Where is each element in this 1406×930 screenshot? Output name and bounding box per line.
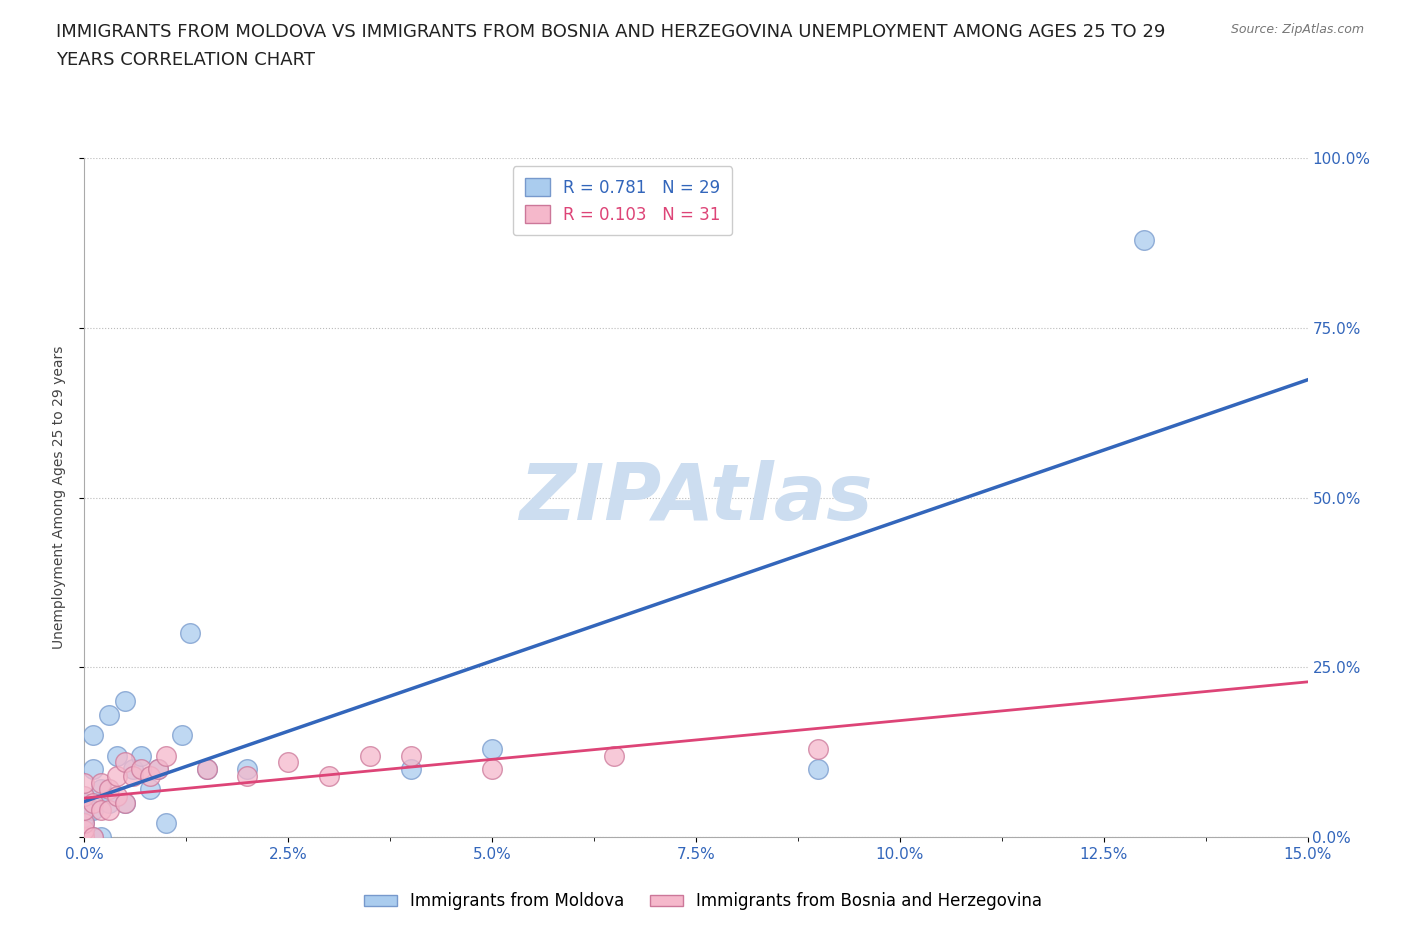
Point [122,768,145,783]
Text: YEARS CORRELATION CHART: YEARS CORRELATION CHART [56,51,315,69]
Point [807,741,830,756]
Point [73,789,96,804]
Point [73,830,96,844]
Point [122,762,145,777]
Point [90,782,112,797]
Point [236,762,259,777]
Point [73,823,96,838]
Point [146,762,169,777]
Point [73,816,96,830]
Point [277,755,299,770]
Point [73,796,96,811]
Point [155,748,177,763]
Point [90,803,112,817]
Point [82,803,104,817]
Point [73,830,96,844]
Point [603,748,626,763]
Point [82,830,104,844]
Point [90,830,112,844]
Point [318,768,340,783]
Point [73,816,96,830]
Point [97,708,120,723]
Point [114,796,136,811]
Point [105,748,128,763]
Point [131,762,153,777]
Point [399,762,422,777]
Text: Source: ZipAtlas.com: Source: ZipAtlas.com [1230,23,1364,36]
Y-axis label: Unemployment Among Ages 25 to 29 years: Unemployment Among Ages 25 to 29 years [52,346,66,649]
Point [73,830,96,844]
Point [114,755,136,770]
Point [359,748,381,763]
Point [82,762,104,777]
Text: ZIPAtlas: ZIPAtlas [519,459,873,536]
Point [481,762,503,777]
Point [82,727,104,742]
Point [138,782,160,797]
Legend: R = 0.781   N = 29, R = 0.103   N = 31: R = 0.781 N = 29, R = 0.103 N = 31 [513,166,733,235]
Point [97,803,120,817]
Point [82,830,104,844]
Point [807,762,830,777]
Point [155,816,177,830]
Point [97,782,120,797]
Point [138,768,160,783]
Point [172,727,194,742]
Point [131,748,153,763]
Point [481,741,503,756]
Point [1133,232,1156,247]
Point [195,762,218,777]
Point [114,796,136,811]
Text: IMMIGRANTS FROM MOLDOVA VS IMMIGRANTS FROM BOSNIA AND HERZEGOVINA UNEMPLOYMENT A: IMMIGRANTS FROM MOLDOVA VS IMMIGRANTS FR… [56,23,1166,41]
Point [73,809,96,824]
Point [73,776,96,790]
Point [236,768,259,783]
Point [73,803,96,817]
Point [146,762,169,777]
Point [105,768,128,783]
Point [90,776,112,790]
Point [399,748,422,763]
Point [82,796,104,811]
Point [179,626,201,641]
Point [97,796,120,811]
Point [195,762,218,777]
Legend: Immigrants from Moldova, Immigrants from Bosnia and Herzegovina: Immigrants from Moldova, Immigrants from… [357,885,1049,917]
Point [105,789,128,804]
Point [73,830,96,844]
Point [114,694,136,709]
